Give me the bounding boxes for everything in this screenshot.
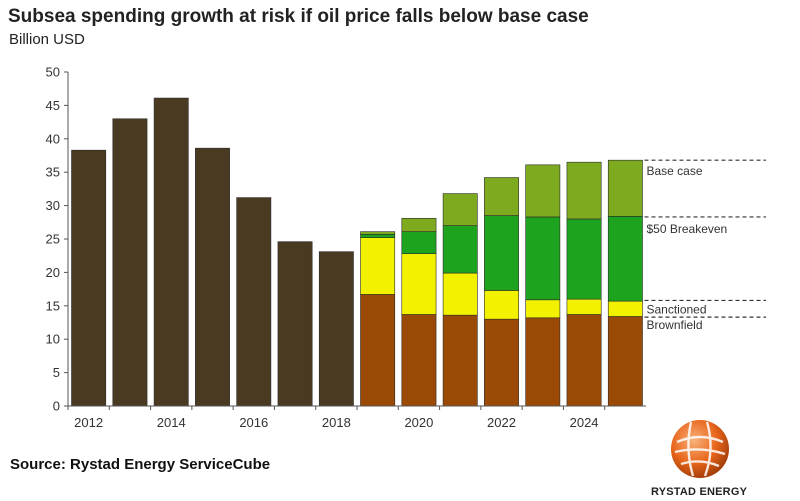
x-tick-label: 2016: [239, 415, 268, 430]
rystad-logo-text: RYSTAD ENERGY: [651, 486, 748, 498]
bar-50-breakeven-2025: [607, 215, 643, 302]
bar-sanctioned-2023: [525, 299, 561, 319]
y-tick-label: 50: [46, 65, 60, 80]
y-tick-label: 35: [46, 165, 60, 180]
bar-sanctioned-2020: [401, 253, 437, 315]
bar-historical-2012: [71, 149, 107, 407]
y-tick-label: 45: [46, 98, 60, 113]
bar-base-case-2024: [566, 161, 602, 220]
bar-50-breakeven-2019: [360, 234, 396, 238]
bar-sanctioned-2022: [484, 290, 519, 320]
bar-base-case-2025: [607, 159, 643, 217]
bar-sanctioned-2021: [442, 272, 478, 316]
bar-historical-2017: [277, 241, 313, 407]
bar-historical-2013: [112, 118, 148, 407]
x-tick-label: 2022: [487, 415, 516, 430]
bar-base-case-2019: [360, 231, 396, 235]
bar-base-case-2023: [525, 164, 561, 218]
bar-sanctioned-2019: [360, 237, 396, 295]
y-tick-label: 10: [46, 332, 60, 347]
y-tick-label: 30: [46, 198, 60, 213]
x-tick-label: 2012: [74, 415, 103, 430]
bar-base-case-2020: [401, 217, 437, 232]
rystad-globe-icon: [671, 420, 729, 478]
bar-brownfield-2025: [607, 316, 643, 407]
annotation-label: Sanctioned: [646, 302, 706, 316]
bar-brownfield-2024: [566, 314, 602, 407]
bar-base-case-2021: [442, 193, 478, 226]
bar-historical-2018: [318, 251, 354, 407]
y-tick-label: 15: [46, 298, 60, 313]
annotation-label: $50 Breakeven: [646, 222, 727, 236]
x-tick-label: 2024: [570, 415, 599, 430]
bar-sanctioned-2025: [607, 300, 643, 317]
annotation-label: Brownfield: [646, 318, 702, 332]
chart-source: Source: Rystad Energy ServiceCube: [10, 456, 271, 473]
y-tick-label: 5: [53, 365, 60, 380]
chart-title: Subsea spending growth at risk if oil pr…: [8, 6, 589, 27]
bar-50-breakeven-2021: [442, 225, 478, 274]
bar-historical-2016: [236, 197, 272, 407]
x-tick-label: 2014: [157, 415, 186, 430]
bar-brownfield-2021: [442, 314, 478, 407]
bar-historical-2015: [195, 147, 230, 407]
bar-brownfield-2019: [360, 294, 396, 407]
annotation-label: Base case: [646, 164, 702, 178]
bar-brownfield-2023: [525, 317, 561, 407]
chart-unit-label: Billion USD: [9, 31, 85, 48]
bar-base-case-2022: [484, 177, 519, 216]
bar-50-breakeven-2020: [401, 231, 437, 254]
bar-sanctioned-2024: [566, 298, 602, 315]
x-tick-label: 2020: [404, 415, 433, 430]
bar-50-breakeven-2022: [484, 215, 519, 291]
bar-50-breakeven-2023: [525, 216, 561, 301]
y-tick-label: 25: [46, 232, 60, 247]
bar-brownfield-2020: [401, 314, 437, 407]
bar-50-breakeven-2024: [566, 218, 602, 300]
bar-brownfield-2022: [484, 318, 519, 407]
y-tick-label: 0: [53, 399, 60, 414]
x-tick-label: 2018: [322, 415, 351, 430]
y-tick-label: 40: [46, 131, 60, 146]
y-tick-label: 20: [46, 265, 60, 280]
bar-historical-2014: [153, 97, 189, 407]
